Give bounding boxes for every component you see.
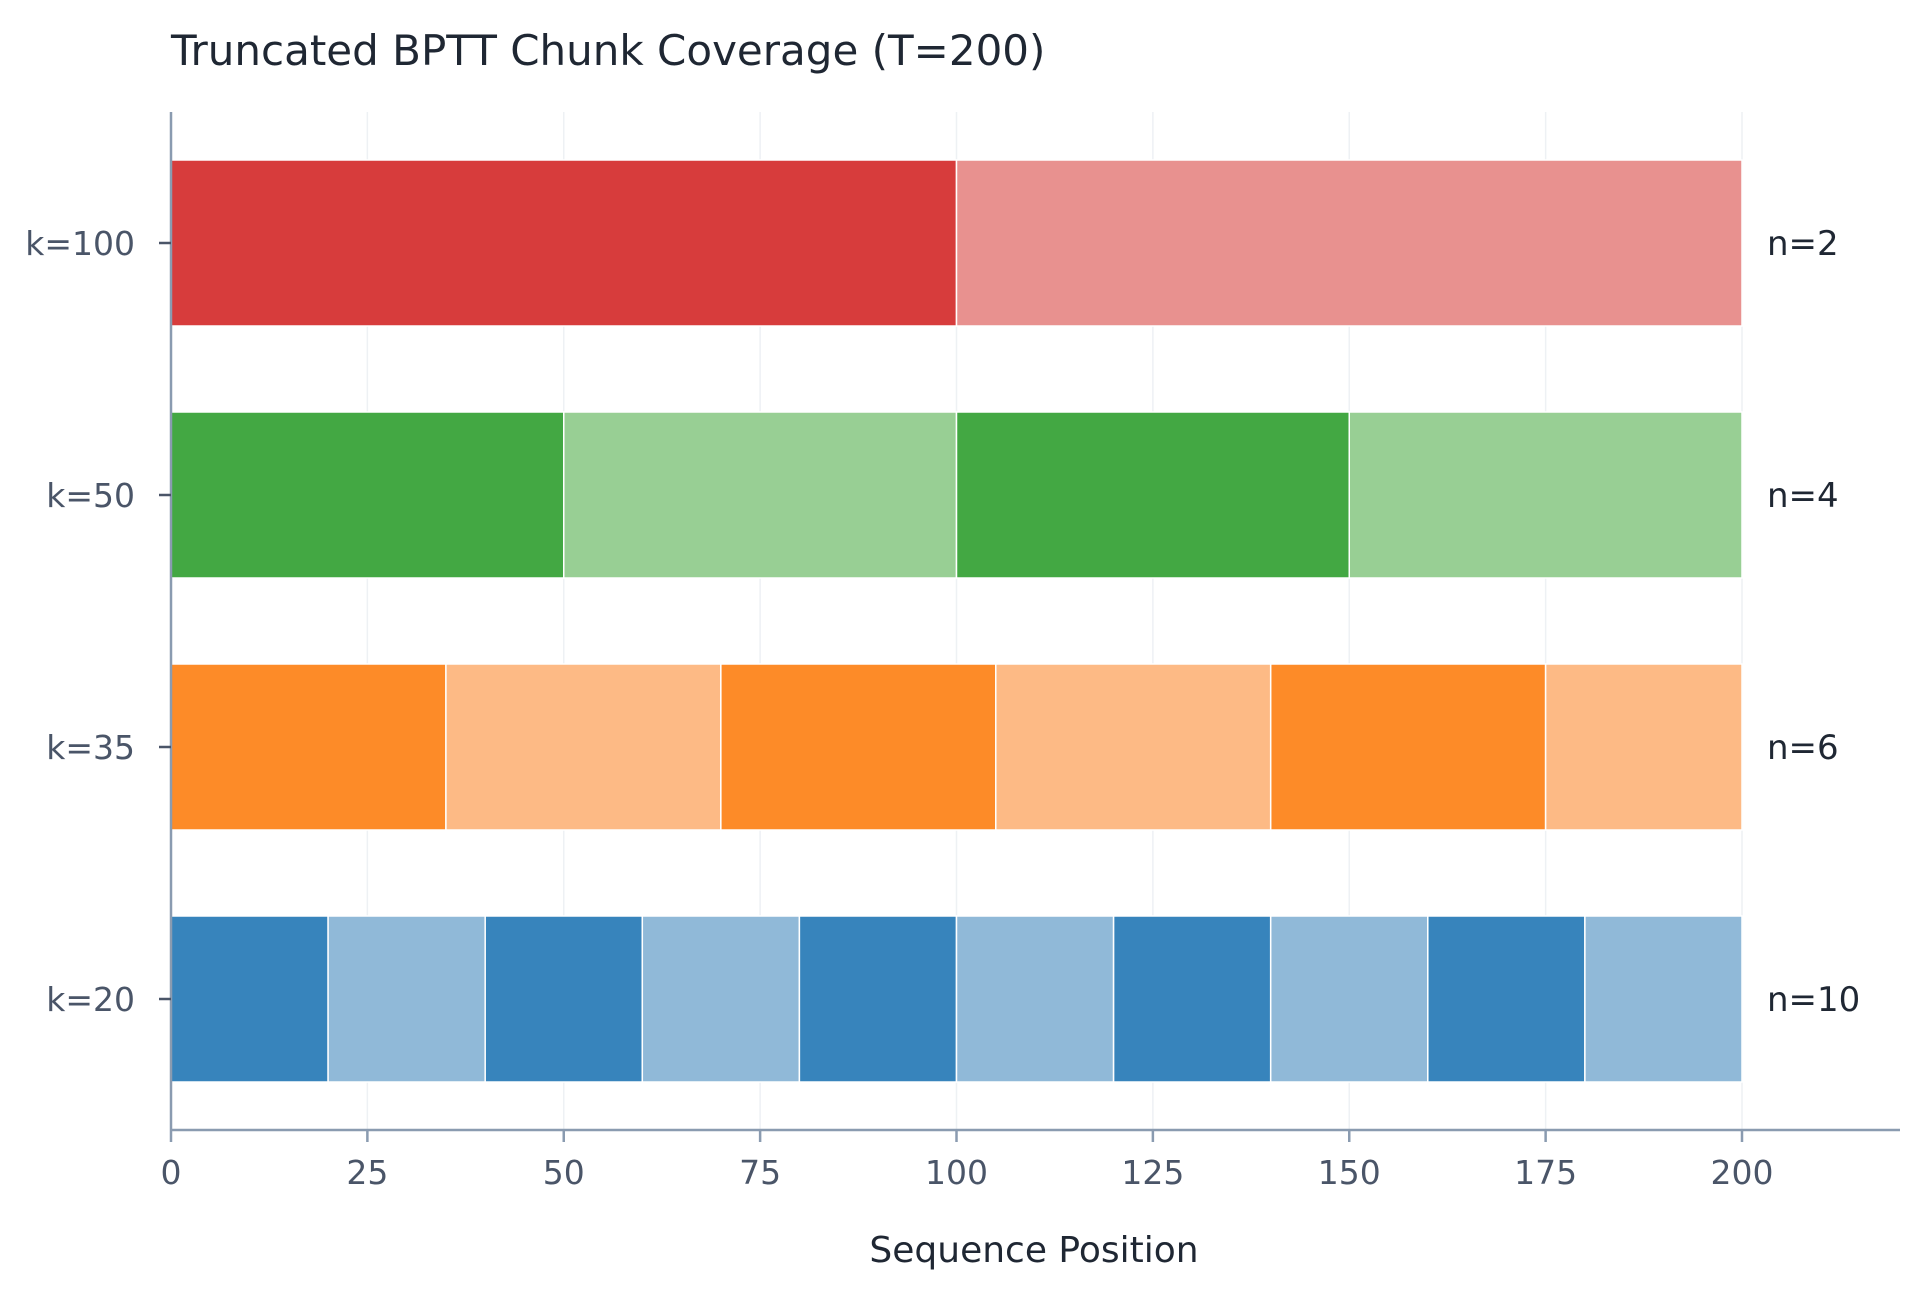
chart-title: Truncated BPTT Chunk Coverage (T=200) bbox=[170, 26, 1045, 75]
bar-chunk-k100-0 bbox=[170, 159, 958, 327]
x-axis-label: Sequence Position bbox=[869, 1230, 1198, 1271]
bar-chunk-k50-1 bbox=[563, 411, 958, 579]
n-label: n=4 bbox=[1767, 476, 1839, 516]
bar-chunk-k20-7 bbox=[1269, 915, 1429, 1083]
bar-chunk-k50-2 bbox=[955, 411, 1350, 579]
n-label: n=6 bbox=[1767, 728, 1839, 768]
x-ticks: 0 25 50 75 100 125 150 175 200 bbox=[161, 1130, 1774, 1192]
x-tick-label: 50 bbox=[543, 1153, 585, 1192]
bar-chunk-k20-9 bbox=[1584, 915, 1743, 1083]
y-tick-label: k=20 bbox=[46, 980, 135, 1019]
bar-chunk-k35-1 bbox=[445, 663, 722, 831]
n-labels: n=2 n=4 n=6 n=10 bbox=[1767, 224, 1860, 1020]
bar-chunk-k35-3 bbox=[995, 663, 1272, 831]
n-label: n=2 bbox=[1767, 224, 1839, 264]
bar-chunk-k35-2 bbox=[720, 663, 997, 831]
bar-chunk-k20-6 bbox=[1112, 915, 1272, 1083]
y-tick-label: k=50 bbox=[46, 476, 135, 515]
x-tick-label: 100 bbox=[925, 1153, 988, 1192]
bar-chunk-k35-0 bbox=[170, 663, 447, 831]
x-tick-label: 125 bbox=[1121, 1153, 1184, 1192]
y-tick-label: k=35 bbox=[46, 728, 135, 767]
n-label: n=10 bbox=[1767, 980, 1860, 1020]
x-tick-label: 0 bbox=[161, 1153, 182, 1192]
bar-chunk-k20-1 bbox=[327, 915, 486, 1083]
bar-chunk-k35-5 bbox=[1544, 663, 1743, 831]
bar-chunk-k50-3 bbox=[1348, 411, 1743, 579]
x-tick-label: 175 bbox=[1514, 1153, 1577, 1192]
x-tick-label: 75 bbox=[739, 1153, 781, 1192]
bar-chunk-k20-0 bbox=[170, 915, 329, 1083]
y-tick-label: k=100 bbox=[25, 224, 135, 263]
bar-chunk-k20-3 bbox=[641, 915, 801, 1083]
bars bbox=[170, 159, 1743, 1083]
bar-chunk-k20-2 bbox=[484, 915, 644, 1083]
axes bbox=[169, 112, 1900, 1132]
bar-chunk-k20-5 bbox=[955, 915, 1115, 1083]
x-tick-label: 25 bbox=[346, 1153, 388, 1192]
y-ticks: k=100 k=50 k=35 k=20 bbox=[25, 224, 171, 1019]
x-tick-label: 150 bbox=[1318, 1153, 1381, 1192]
bar-chunk-k100-1 bbox=[955, 159, 1743, 327]
x-tick-label: 200 bbox=[1711, 1153, 1774, 1192]
bar-chunk-k35-4 bbox=[1269, 663, 1547, 831]
bar-chunk-k20-8 bbox=[1427, 915, 1586, 1083]
bar-chunk-k50-0 bbox=[170, 411, 565, 579]
bar-chunk-k20-4 bbox=[798, 915, 958, 1083]
